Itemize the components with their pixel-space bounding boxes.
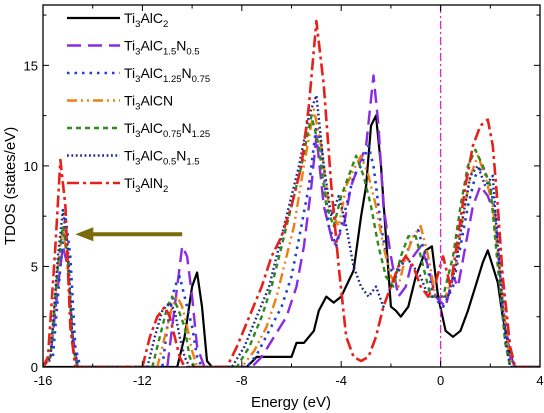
- legend: Ti3AlC2 Ti3AlC1.5N0.5 Ti3AlC1.25N0.75 Ti3Al…: [67, 10, 210, 195]
- series-line-7: [43, 19, 540, 367]
- ticks-layer: -16 -12 -8 -4 0 4 0 5 10 15: [24, 5, 544, 388]
- legend-label-3: Ti3AlC1.25N0.75: [124, 65, 210, 85]
- series-line-4: [43, 108, 540, 367]
- series-line-5: [43, 114, 540, 367]
- series-line-1: [43, 114, 540, 367]
- x-tick-label: 4: [536, 373, 543, 388]
- x-tick-label: -16: [34, 373, 53, 388]
- x-tick-label: -12: [133, 373, 152, 388]
- y-tick-label: 5: [31, 259, 38, 274]
- legend-label-4: Ti3AlCN: [124, 93, 173, 113]
- y-tick-label: 10: [24, 159, 38, 174]
- series-layer: [43, 19, 540, 367]
- x-tick-label: -4: [335, 373, 347, 388]
- legend-label-6: Ti3AlC0.5N1.5: [124, 148, 200, 168]
- legend-label-2: Ti3AlC1.5N0.5: [124, 38, 200, 58]
- series-line-2: [43, 74, 540, 367]
- arrow-head: [75, 227, 94, 242]
- legend-label-7: Ti3AlN2: [124, 175, 168, 195]
- x-axis-label: Energy (eV): [251, 394, 331, 411]
- arrow-layer: [75, 227, 183, 242]
- x-tick-label: -8: [236, 373, 248, 388]
- x-tick-label: 0: [437, 373, 444, 388]
- y-tick-label: 15: [24, 58, 38, 73]
- y-tick-label: 0: [31, 360, 38, 375]
- y-axis-label: TDOS (states/eV): [2, 127, 19, 245]
- legend-label-1: Ti3AlC2: [124, 10, 168, 30]
- series-line-6: [43, 94, 540, 367]
- legend-label-5: Ti3AlC0.75N1.25: [124, 120, 210, 140]
